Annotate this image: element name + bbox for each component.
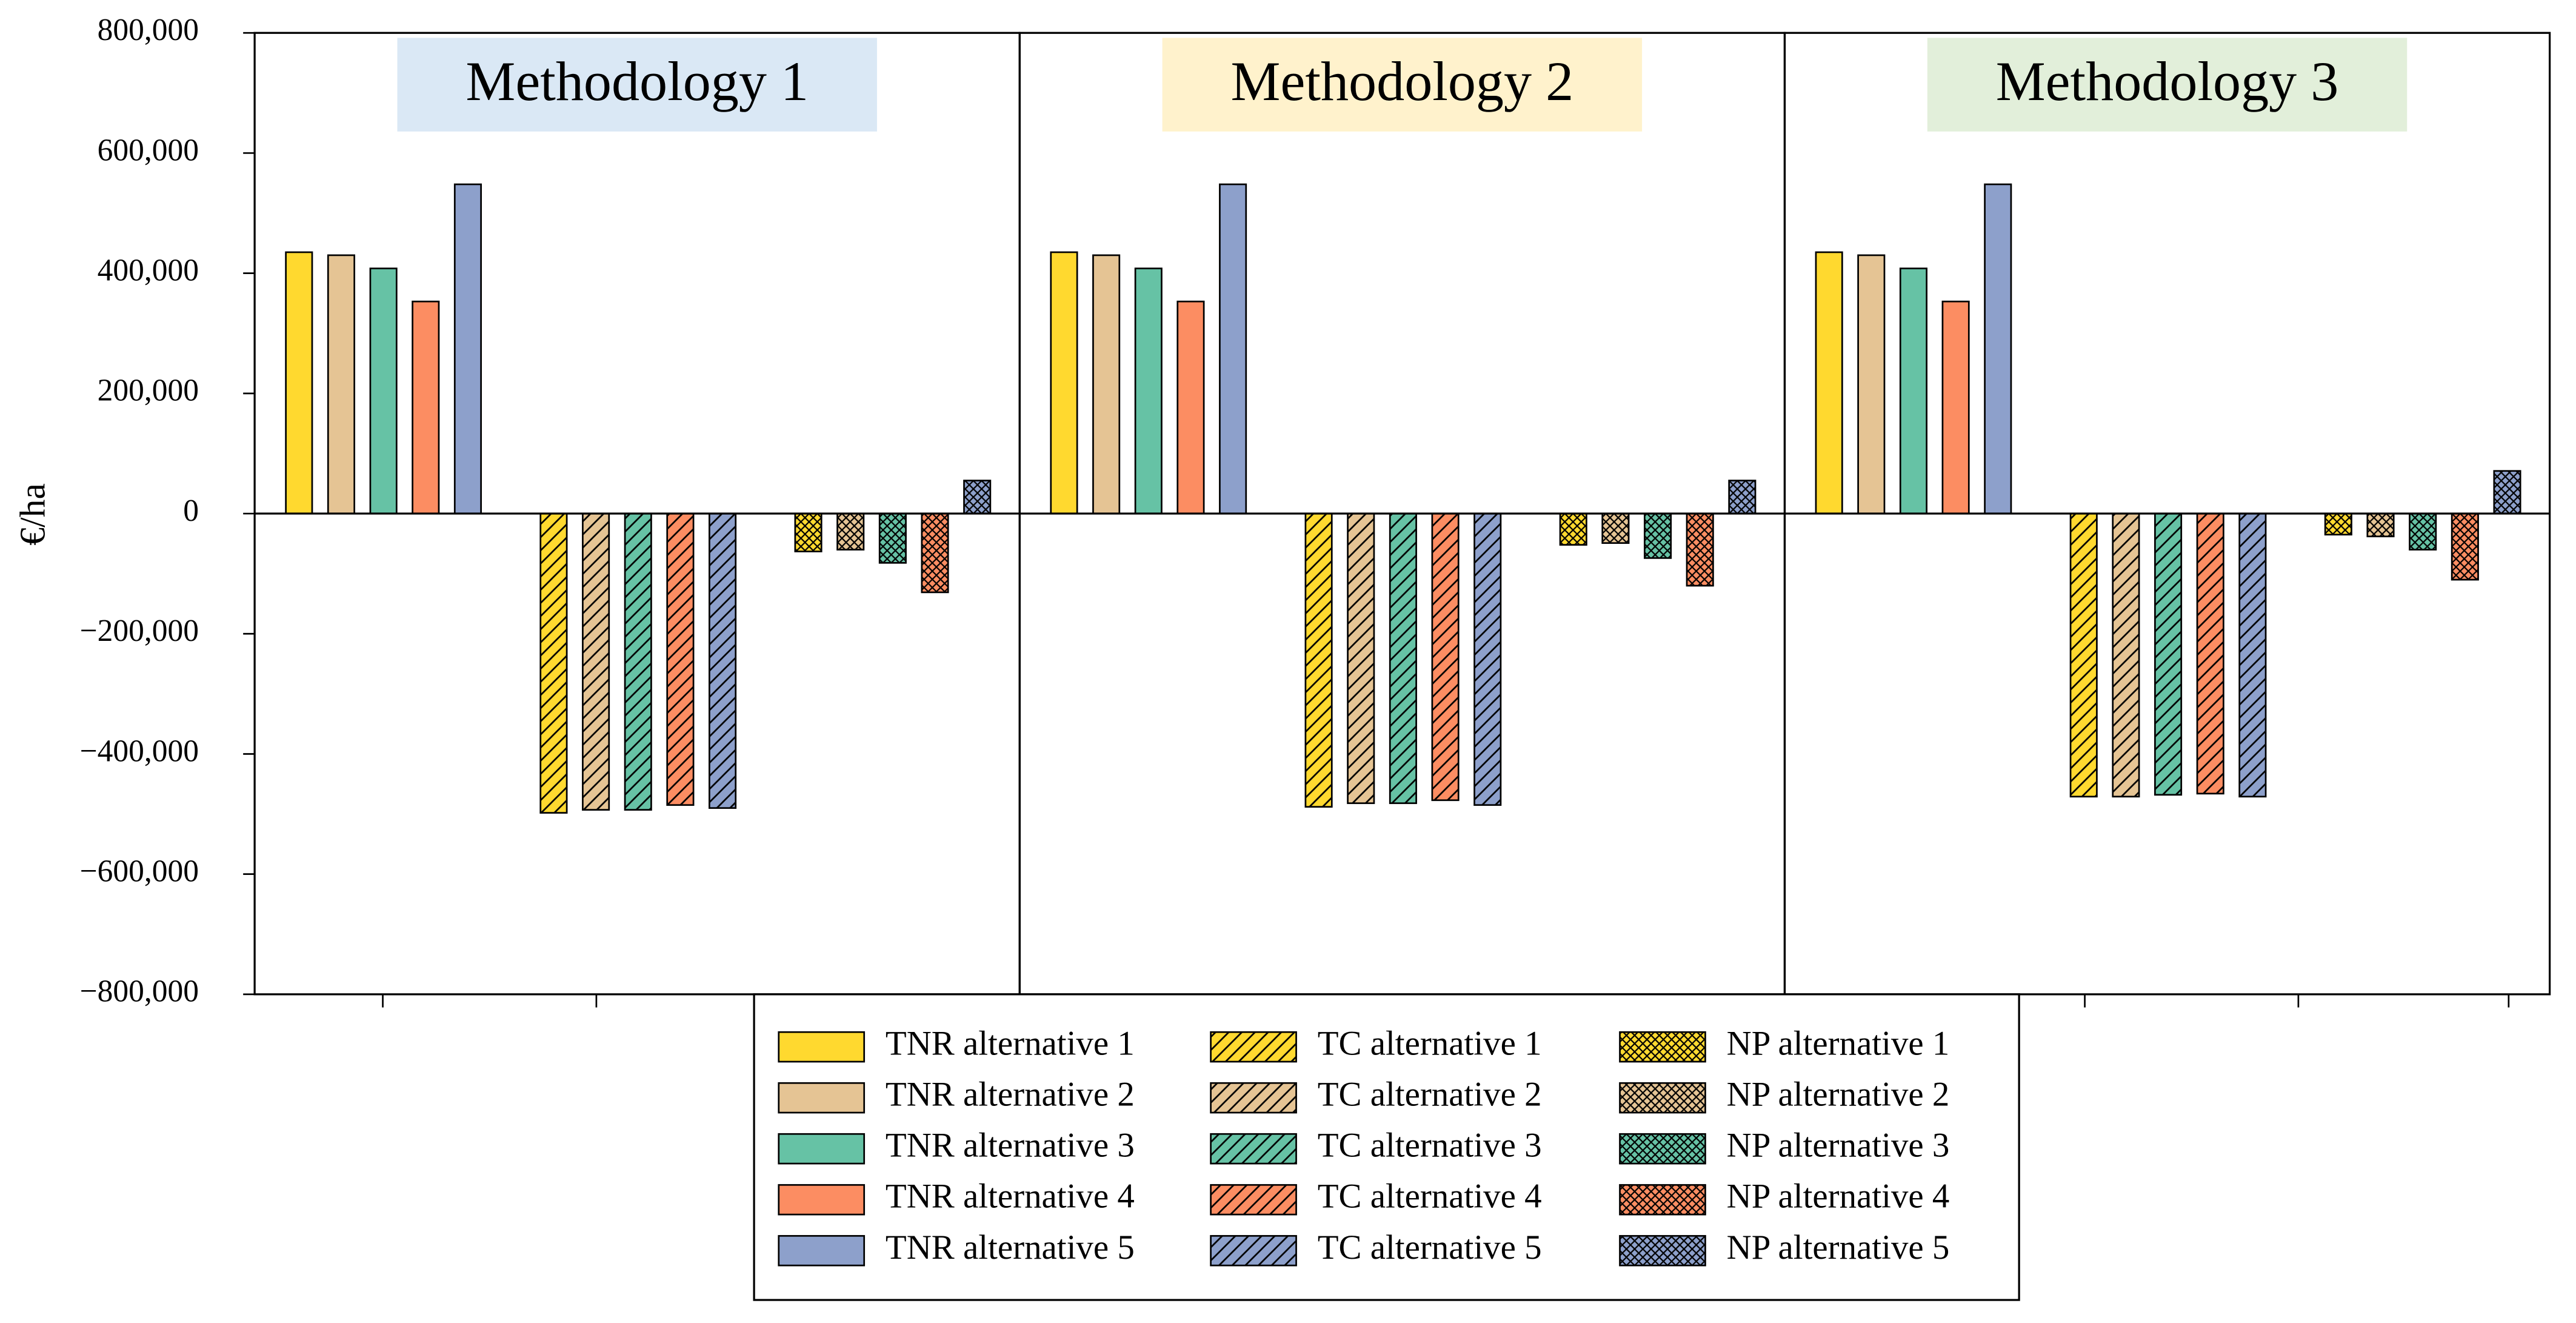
bar — [1643, 512, 1672, 559]
y-tick-label: −800,000 — [80, 974, 199, 1009]
legend-swatch — [1619, 1133, 1706, 1165]
y-tick-label: 800,000 — [98, 13, 199, 47]
panel-title: Methodology 3 — [1996, 50, 2339, 112]
legend-label: TNR alternative 4 — [886, 1177, 1135, 1216]
legend-swatch — [778, 1184, 866, 1216]
y-tick-label: 0 — [183, 494, 199, 528]
legend-swatch — [1619, 1082, 1706, 1114]
y-tick-label: −400,000 — [80, 734, 199, 768]
legend-swatch — [1210, 1133, 1297, 1165]
legend-label: TNR alternative 5 — [886, 1228, 1135, 1267]
bar — [1899, 267, 1928, 515]
y-tick-label: −600,000 — [80, 854, 199, 888]
bar — [666, 512, 695, 806]
bar — [1389, 512, 1417, 805]
bar — [1347, 512, 1375, 805]
y-axis-label: €/ha — [12, 483, 52, 546]
bar — [963, 480, 992, 515]
legend-swatch — [1210, 1234, 1297, 1267]
bar — [2069, 512, 2098, 798]
panel-title-bg — [1162, 38, 1643, 132]
bar — [1092, 254, 1121, 515]
bar — [1815, 251, 1843, 515]
legend-swatch — [1210, 1082, 1297, 1114]
bar — [327, 254, 356, 515]
legend-label: NP alternative 2 — [1727, 1076, 1950, 1114]
bar — [794, 512, 823, 552]
legend-label: TNR alternative 2 — [886, 1076, 1135, 1114]
bar — [285, 251, 313, 515]
legend-swatch — [778, 1082, 866, 1114]
bar — [1728, 480, 1757, 515]
bar — [1176, 300, 1205, 515]
bar — [836, 512, 865, 551]
legend-swatch — [778, 1031, 866, 1063]
bar — [453, 183, 482, 515]
bar — [2196, 512, 2224, 795]
bar — [1431, 512, 1460, 802]
panel-title-bg — [397, 38, 877, 132]
bar — [2366, 512, 2395, 538]
panel-title-bg — [1927, 38, 2407, 132]
bar — [1941, 300, 1970, 515]
legend — [753, 993, 2020, 1301]
legend-label: TC alternative 2 — [1318, 1076, 1542, 1114]
legend-label: NP alternative 5 — [1727, 1228, 1950, 1267]
bar — [2409, 512, 2437, 551]
bar — [2238, 512, 2267, 798]
bar — [582, 512, 610, 811]
bar — [1686, 512, 1714, 587]
y-tick-label: −200,000 — [80, 614, 199, 648]
bar — [412, 300, 440, 515]
bar — [539, 512, 568, 814]
bar — [1857, 254, 1886, 515]
bar — [624, 512, 652, 811]
bar — [1304, 512, 1333, 808]
legend-swatch — [778, 1234, 866, 1267]
bar — [1984, 183, 2012, 515]
bar — [2112, 512, 2140, 798]
bar — [2451, 512, 2479, 581]
panel-title: Methodology 2 — [1231, 50, 1574, 112]
legend-label: NP alternative 3 — [1727, 1127, 1950, 1165]
bar — [878, 512, 907, 564]
legend-swatch — [1619, 1031, 1706, 1063]
legend-label: TC alternative 3 — [1318, 1127, 1542, 1165]
bar — [709, 512, 737, 809]
legend-swatch — [1619, 1184, 1706, 1216]
bar — [369, 267, 398, 515]
bar — [1473, 512, 1502, 806]
legend-label: NP alternative 4 — [1727, 1177, 1950, 1216]
legend-label: TNR alternative 1 — [886, 1025, 1135, 1063]
legend-label: NP alternative 1 — [1727, 1025, 1950, 1063]
bar — [1134, 267, 1163, 515]
y-tick-label: 200,000 — [98, 373, 199, 408]
legend-label: TC alternative 4 — [1318, 1177, 1542, 1216]
bar — [1219, 183, 1247, 515]
panel-title: Methodology 1 — [465, 50, 809, 112]
bar — [1601, 512, 1630, 544]
y-tick-label: 400,000 — [98, 253, 199, 287]
bar — [1050, 251, 1078, 515]
legend-label: TC alternative 1 — [1318, 1025, 1542, 1063]
y-tick-label: 600,000 — [98, 133, 199, 167]
bar — [2493, 470, 2521, 515]
legend-swatch — [778, 1133, 866, 1165]
legend-swatch — [1210, 1184, 1297, 1216]
legend-swatch — [1619, 1234, 1706, 1267]
bar — [921, 512, 949, 594]
bar — [1559, 512, 1587, 546]
legend-label: TNR alternative 3 — [886, 1127, 1135, 1165]
legend-swatch — [1210, 1031, 1297, 1063]
bar — [2324, 512, 2352, 536]
legend-label: TC alternative 5 — [1318, 1228, 1542, 1267]
bar — [2154, 512, 2183, 796]
